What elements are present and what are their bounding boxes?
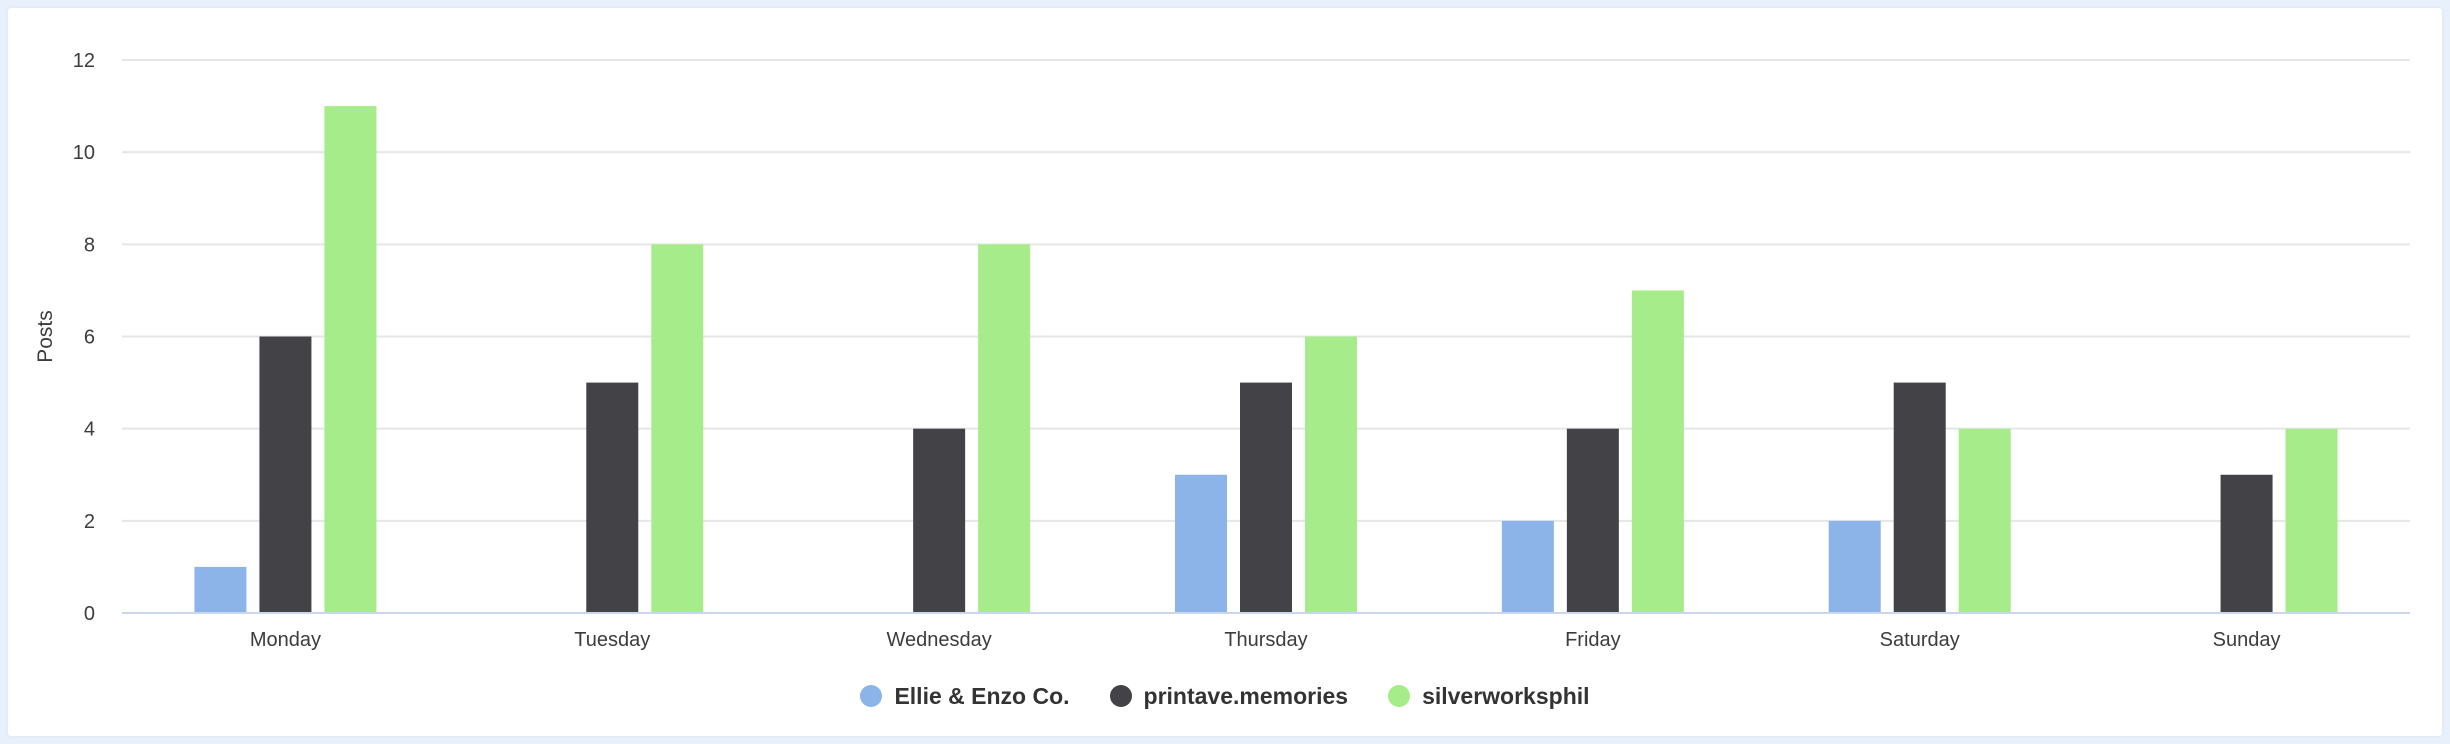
x-tick-label-thursday: Thursday bbox=[1224, 629, 1307, 651]
bar-printave-memories-thursday[interactable] bbox=[1240, 382, 1292, 613]
x-tick-label-friday: Friday bbox=[1565, 629, 1621, 651]
legend-marker-printave-memories bbox=[1109, 685, 1132, 707]
bar-printave-memories-saturday[interactable] bbox=[1893, 382, 1946, 613]
legend-marker-silverworksphil bbox=[1388, 685, 1411, 707]
bar-ellie-enzo-co-thursday[interactable] bbox=[1175, 474, 1227, 613]
x-tick-label-sunday: Sunday bbox=[2213, 629, 2281, 651]
x-tick-label-monday: Monday bbox=[250, 629, 321, 651]
y-tick-label-8: 8 bbox=[84, 234, 95, 256]
y-axis-ticks: 0 2 4 6 8 10 12 bbox=[73, 50, 95, 625]
legend-marker-ellie-enzo bbox=[860, 685, 883, 707]
y-tick-label-10: 10 bbox=[73, 142, 95, 164]
x-tick-label-tuesday: Tuesday bbox=[574, 629, 650, 651]
legend: Ellie & Enzo Co. printave.memories silve… bbox=[0, 676, 2450, 716]
bar-silverworksphil-friday[interactable] bbox=[1631, 290, 1684, 613]
bar-silverworksphil-sunday[interactable] bbox=[2285, 428, 2338, 613]
x-axis-ticks: Monday Tuesday Wednesday Thursday Friday Satu… bbox=[250, 629, 2281, 651]
y-tick-label-12: 12 bbox=[73, 50, 95, 72]
legend-item-silverworksphil[interactable]: silverworksphil bbox=[1388, 682, 1590, 710]
y-tick-label-4: 4 bbox=[84, 419, 95, 441]
bar-silverworksphil-thursday[interactable] bbox=[1305, 336, 1357, 614]
bar-printave-memories-wednesday[interactable] bbox=[913, 428, 966, 613]
legend-label-silverworksphil: silverworksphil bbox=[1422, 682, 1590, 709]
bar-printave-memories-monday[interactable] bbox=[259, 336, 312, 614]
legend-item-ellie-enzo[interactable]: Ellie & Enzo Co. bbox=[860, 682, 1070, 710]
y-axis-title: Posts bbox=[34, 310, 57, 363]
bar-printave-memories-friday[interactable] bbox=[1566, 428, 1619, 613]
y-tick-label-2: 2 bbox=[84, 511, 95, 533]
bar-ellie-enzo-co-saturday[interactable] bbox=[1828, 520, 1881, 613]
bar-printave-memories-tuesday[interactable] bbox=[586, 382, 639, 613]
chart-card bbox=[8, 8, 2442, 736]
y-tick-label-6: 6 bbox=[84, 327, 95, 349]
legend-item-printave-memories[interactable]: printave.memories bbox=[1109, 682, 1349, 710]
bar-printave-memories-sunday[interactable] bbox=[2220, 474, 2273, 613]
bar-silverworksphil-tuesday[interactable] bbox=[651, 244, 704, 614]
bar-silverworksphil-wednesday[interactable] bbox=[978, 244, 1031, 614]
legend-label-ellie-enzo: Ellie & Enzo Co. bbox=[894, 682, 1070, 709]
bar-silverworksphil-monday[interactable] bbox=[324, 106, 377, 613]
x-tick-label-wednesday: Wednesday bbox=[887, 629, 992, 651]
bar-silverworksphil-saturday[interactable] bbox=[1958, 428, 2011, 613]
bars bbox=[194, 106, 2338, 614]
bar-ellie-enzo-co-friday[interactable] bbox=[1501, 520, 1554, 613]
y-tick-label-0: 0 bbox=[84, 603, 95, 625]
x-tick-label-saturday: Saturday bbox=[1880, 629, 1960, 651]
bar-ellie-enzo-co-monday[interactable] bbox=[194, 566, 247, 613]
legend-label-printave-memories: printave.memories bbox=[1143, 682, 1349, 709]
